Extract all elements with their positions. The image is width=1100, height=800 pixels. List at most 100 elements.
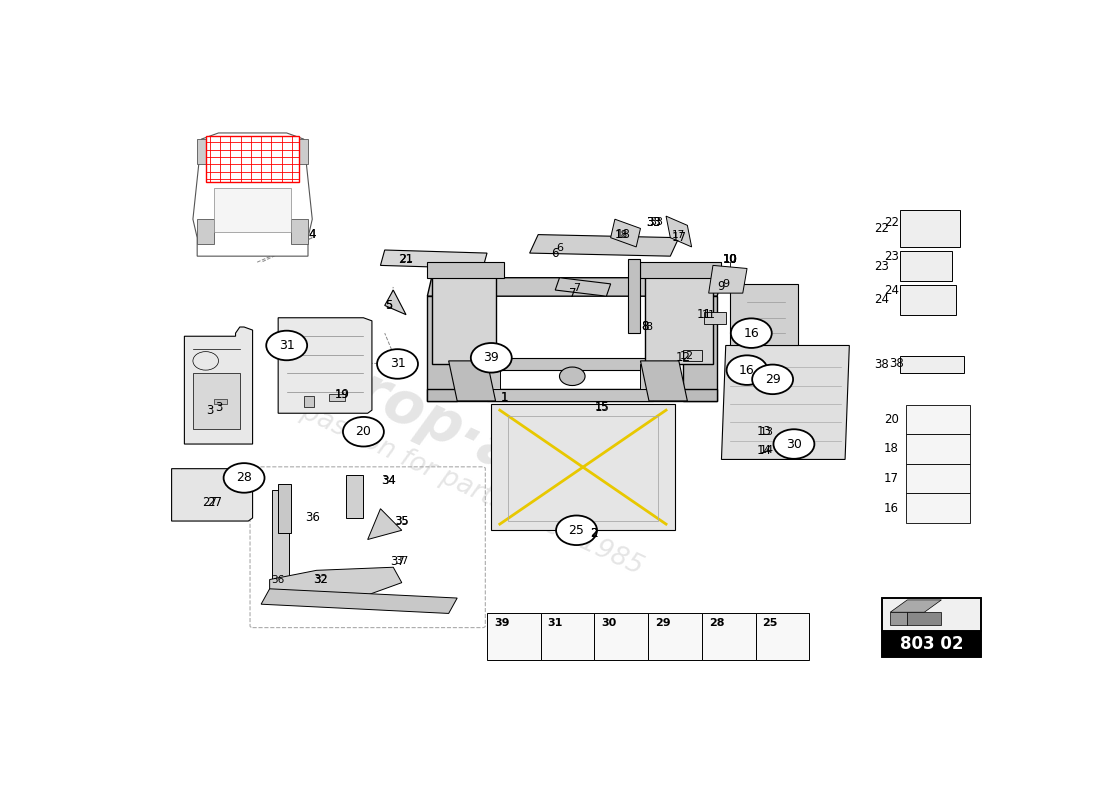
Text: 19: 19 — [336, 390, 349, 400]
Polygon shape — [431, 269, 495, 364]
Polygon shape — [708, 266, 747, 293]
Text: 6: 6 — [551, 246, 559, 259]
Polygon shape — [487, 358, 653, 370]
Text: 18: 18 — [616, 228, 631, 241]
Polygon shape — [640, 364, 653, 389]
Bar — [541, 614, 594, 660]
Text: 10: 10 — [723, 253, 737, 266]
Polygon shape — [610, 219, 640, 247]
Bar — [206, 136, 299, 182]
Polygon shape — [381, 250, 487, 269]
Polygon shape — [487, 389, 653, 401]
Bar — [594, 614, 648, 660]
Text: 13: 13 — [757, 426, 771, 438]
Text: 13: 13 — [760, 426, 773, 437]
Text: 7: 7 — [569, 286, 576, 300]
Text: 34: 34 — [383, 476, 396, 486]
Text: 17: 17 — [671, 231, 686, 244]
Text: 1: 1 — [500, 391, 508, 404]
Text: 2: 2 — [590, 527, 597, 540]
Polygon shape — [272, 490, 289, 579]
Bar — [906, 405, 970, 434]
Text: 25: 25 — [569, 524, 584, 537]
Bar — [901, 251, 952, 281]
Text: 10: 10 — [723, 254, 737, 264]
Polygon shape — [346, 475, 363, 518]
Text: 31: 31 — [278, 339, 295, 352]
Text: 7: 7 — [573, 283, 580, 293]
Text: 32: 32 — [314, 573, 328, 586]
Text: europ·artes: europ·artes — [275, 328, 648, 542]
Circle shape — [223, 463, 264, 493]
Text: 11: 11 — [702, 310, 716, 320]
Polygon shape — [890, 612, 908, 625]
Text: 9: 9 — [723, 279, 729, 289]
Bar — [197, 219, 215, 244]
Text: 15: 15 — [595, 401, 609, 414]
Bar — [292, 139, 308, 164]
Polygon shape — [556, 278, 610, 296]
Text: 1: 1 — [500, 391, 508, 404]
Text: 24: 24 — [874, 294, 889, 306]
Circle shape — [557, 515, 597, 545]
Text: 21: 21 — [399, 254, 414, 264]
Polygon shape — [666, 216, 692, 247]
Circle shape — [730, 318, 772, 348]
Text: 16: 16 — [883, 502, 899, 514]
Text: 17: 17 — [883, 472, 899, 485]
Polygon shape — [427, 296, 458, 401]
Text: 38: 38 — [889, 358, 903, 370]
Polygon shape — [890, 600, 942, 612]
Text: 33: 33 — [649, 218, 663, 227]
Circle shape — [343, 417, 384, 446]
Polygon shape — [640, 361, 688, 401]
Text: 4: 4 — [308, 228, 316, 241]
Text: 14: 14 — [760, 445, 773, 455]
Bar — [882, 630, 981, 657]
Text: 33: 33 — [646, 216, 661, 229]
Polygon shape — [261, 589, 458, 614]
Text: 2: 2 — [590, 528, 597, 538]
Circle shape — [773, 430, 814, 459]
Text: 8: 8 — [641, 321, 648, 334]
Bar — [906, 434, 970, 464]
Text: 32: 32 — [315, 574, 328, 585]
Bar — [292, 219, 308, 244]
Text: 28: 28 — [236, 471, 252, 485]
Polygon shape — [487, 364, 499, 389]
Text: 23: 23 — [884, 250, 900, 262]
Text: 6: 6 — [556, 243, 563, 253]
Text: 19: 19 — [334, 388, 350, 402]
Bar — [192, 373, 240, 429]
Text: 2: 2 — [590, 527, 597, 540]
Text: 17: 17 — [672, 230, 685, 240]
Text: 22: 22 — [884, 216, 900, 229]
Text: 25: 25 — [762, 618, 778, 628]
Polygon shape — [172, 469, 253, 521]
Text: 21: 21 — [398, 253, 414, 266]
Polygon shape — [628, 259, 640, 333]
Polygon shape — [367, 509, 402, 539]
Bar — [906, 494, 970, 523]
Bar — [901, 356, 965, 373]
Bar — [702, 614, 756, 660]
Polygon shape — [427, 262, 504, 278]
Bar — [882, 598, 981, 630]
Text: 16: 16 — [739, 364, 755, 377]
Text: 20: 20 — [883, 413, 899, 426]
Text: 37: 37 — [395, 556, 408, 566]
Polygon shape — [640, 262, 722, 278]
Polygon shape — [278, 484, 290, 534]
Polygon shape — [278, 318, 372, 414]
Text: 22: 22 — [874, 222, 889, 235]
Circle shape — [266, 330, 307, 360]
Text: 39: 39 — [494, 618, 509, 628]
Polygon shape — [385, 290, 406, 314]
Text: 12: 12 — [675, 351, 691, 364]
Text: 35: 35 — [395, 516, 408, 526]
Text: 12: 12 — [680, 351, 694, 361]
Circle shape — [471, 343, 512, 373]
Text: 39: 39 — [483, 351, 499, 364]
Polygon shape — [427, 278, 722, 296]
Text: 23: 23 — [874, 259, 889, 273]
